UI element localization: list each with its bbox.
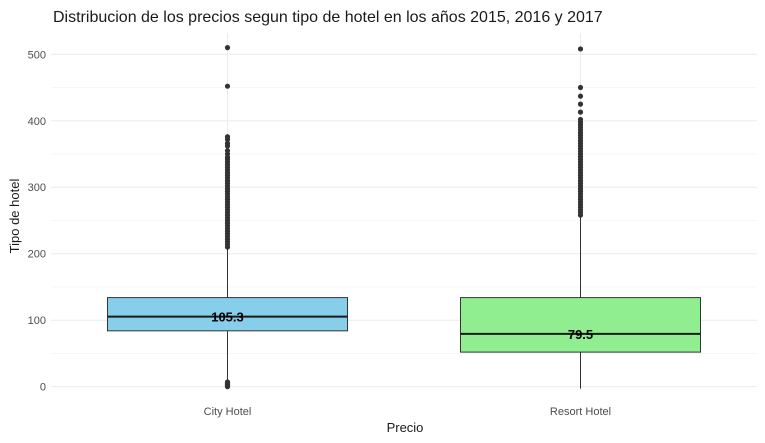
y-axis-title: Tipo de hotel [7, 179, 22, 254]
y-tick-label: 300 [28, 182, 46, 194]
y-tick-label: 0 [40, 382, 46, 394]
box-resort-hotel: 79.5 [459, 46, 702, 389]
outlier-point [577, 46, 584, 52]
outlier-point [224, 140, 231, 146]
outlier-point [577, 116, 584, 123]
box-body [106, 297, 349, 332]
y-tick-label: 400 [28, 116, 46, 128]
outlier-point [224, 83, 231, 89]
x-tick-label: Resort Hotel [550, 406, 611, 418]
y-tick-label: 200 [28, 249, 46, 261]
median-label: 105.3 [211, 310, 244, 325]
outlier-point [224, 45, 231, 51]
y-tick-label: 100 [28, 315, 46, 327]
x-axis-ticks: City Hotel Resort Hotel [204, 406, 611, 418]
boxes: 105.3 79.5 [106, 45, 702, 390]
outlier-point [224, 379, 231, 385]
box-body [459, 297, 702, 353]
outlier-point [224, 148, 231, 154]
chart-title: Distribucion de los precios segun tipo d… [53, 9, 603, 26]
outlier-point [577, 93, 584, 99]
outlier-point [577, 84, 584, 91]
x-tick-label: City Hotel [204, 406, 252, 418]
outlier-point [577, 109, 584, 115]
box-city-hotel: 105.3 [106, 45, 349, 390]
median-label: 79.5 [568, 327, 593, 342]
outlier-point [577, 101, 584, 107]
y-tick-label: 500 [28, 49, 46, 61]
y-axis-ticks: 0 100 200 300 400 500 [28, 49, 46, 393]
outlier-point [224, 134, 231, 140]
x-axis-title: Precio [387, 420, 424, 435]
